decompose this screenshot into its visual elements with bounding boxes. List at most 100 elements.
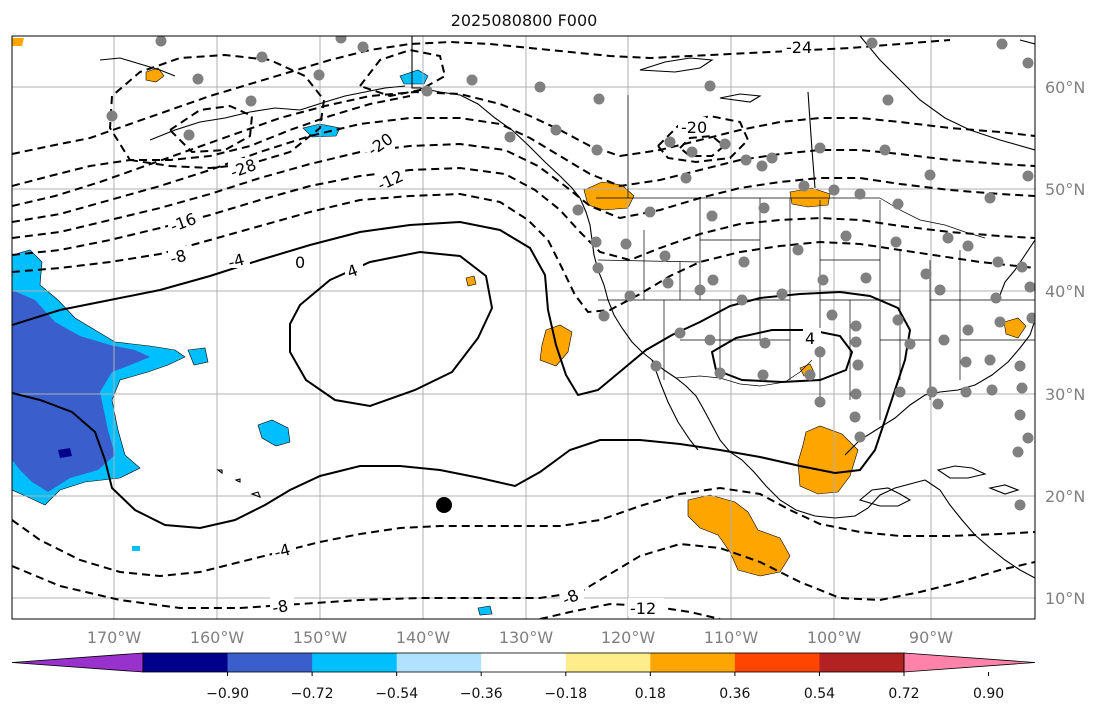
station-dot	[592, 262, 604, 274]
colorbar-tick-label: 0.36	[719, 686, 750, 702]
longitude-labels: 170°W 160°W 150°W 140°W 130°W 120°W 110°…	[87, 628, 953, 647]
station-dot	[738, 256, 750, 268]
colorbar-tick-label: −0.90	[206, 686, 249, 702]
station-dot	[758, 202, 770, 214]
station-dot	[590, 236, 602, 248]
station-dot	[992, 256, 1004, 268]
lat-label: 10°N	[1045, 589, 1085, 608]
station-dot	[932, 398, 944, 410]
station-dot	[984, 354, 996, 366]
station-dot	[984, 192, 996, 204]
map-title: 2025080800 F000	[451, 11, 598, 30]
station-dot	[934, 284, 946, 296]
station-dot	[814, 346, 826, 358]
station-dot	[1022, 432, 1034, 444]
station-dot	[1012, 446, 1024, 458]
station-dot	[1014, 499, 1026, 511]
station-dot	[421, 85, 433, 97]
contour-lines-dashed	[12, 39, 1035, 619]
station-dot	[504, 131, 516, 143]
lon-label: 140°W	[396, 628, 451, 647]
station-dot	[776, 288, 788, 300]
colorbar-extend-low	[11, 652, 144, 673]
colorbar-tick-label: −0.54	[375, 686, 418, 702]
station-dot	[826, 309, 838, 321]
station-dot	[792, 244, 804, 256]
station-dot	[860, 272, 872, 284]
station-dot	[572, 204, 584, 216]
station-dot	[804, 369, 816, 381]
station-dot	[704, 334, 716, 346]
colorbar-segment	[819, 653, 905, 672]
colorbar-segment	[227, 653, 313, 672]
colorbar-tick-label: 0.18	[635, 686, 666, 702]
station-dot	[798, 180, 810, 192]
lon-label: 160°W	[190, 628, 245, 647]
station-dot	[620, 238, 632, 250]
colorbar-segment	[481, 653, 567, 672]
contour-label: -8	[168, 246, 188, 268]
station-dot	[849, 411, 861, 423]
station-dot	[814, 142, 826, 154]
contour-label: 4	[805, 329, 815, 348]
lat-label: 50°N	[1045, 180, 1085, 199]
station-dot	[1024, 281, 1035, 293]
station-dot	[106, 110, 118, 122]
station-dot	[850, 336, 862, 348]
station-dot	[986, 384, 998, 396]
station-dot	[850, 320, 862, 332]
colorbar-segment	[734, 653, 820, 672]
station-dot	[591, 144, 603, 156]
colorbar-segment	[650, 653, 736, 672]
station-dot	[828, 184, 840, 196]
station-dot	[926, 386, 938, 398]
station-dot	[1016, 382, 1028, 394]
station-dot	[854, 431, 866, 443]
station-dot	[644, 206, 656, 218]
station-dot	[904, 338, 916, 350]
contour-label: -12	[630, 599, 656, 618]
contour-label: -20	[681, 118, 707, 137]
colorbar-tick-label: 0.72	[888, 686, 919, 702]
station-dot	[1026, 312, 1035, 324]
contour-label: -8	[559, 585, 581, 609]
lon-label: 90°W	[909, 628, 953, 647]
station-dot	[850, 388, 862, 400]
station-dot	[704, 80, 716, 92]
station-dot	[1014, 360, 1026, 372]
station-dot	[183, 129, 195, 141]
station-dot	[598, 310, 610, 322]
storm-position-marker	[436, 497, 452, 513]
station-dot	[879, 144, 891, 156]
station-dot	[593, 93, 605, 105]
station-dot	[854, 188, 866, 200]
station-dot	[759, 337, 771, 349]
station-dot	[942, 232, 954, 244]
station-dots	[106, 36, 1035, 511]
contour-label: -8	[271, 596, 290, 617]
station-dot	[892, 314, 904, 326]
station-dot	[694, 284, 706, 296]
station-dot	[192, 73, 204, 85]
station-dot	[1022, 57, 1034, 69]
colorbar-segment	[396, 653, 482, 672]
lon-label: 130°W	[499, 628, 554, 647]
map-panel: -24 -20 -28 -20 -12 -16 -8 -4 0 4 4 -4 -…	[12, 36, 1035, 619]
station-dot	[1016, 261, 1028, 273]
station-dot	[686, 146, 698, 158]
colorbar-tick-label: 0.90	[973, 686, 1004, 702]
coastlines	[99, 36, 1035, 579]
station-dot	[1022, 170, 1034, 182]
lat-label: 40°N	[1045, 282, 1085, 301]
station-dot	[960, 356, 972, 368]
station-dot	[996, 38, 1008, 50]
colorbar-segment	[565, 653, 651, 672]
station-dot	[890, 236, 902, 248]
station-dot	[990, 292, 1002, 304]
colorbar: −0.90 −0.72 −0.54 −0.36 −0.18 0.18 0.36 0.54 0.7…	[11, 652, 1036, 702]
station-dot	[994, 316, 1006, 328]
station-dot	[817, 274, 829, 286]
station-dot	[706, 210, 718, 222]
station-dot	[357, 41, 369, 53]
station-dot	[335, 36, 347, 44]
